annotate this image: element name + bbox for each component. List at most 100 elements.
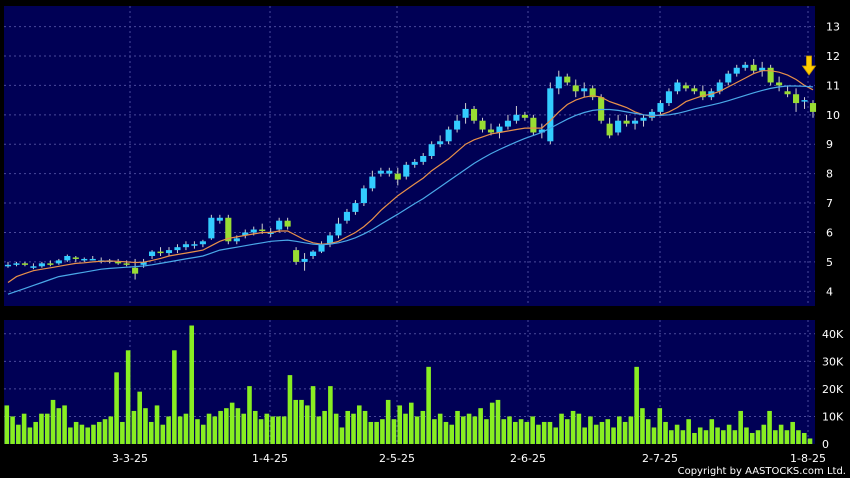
volume-bar [177, 416, 183, 444]
volume-bar [189, 325, 194, 444]
volume-bar [27, 427, 33, 444]
candle-body [55, 260, 62, 264]
candle-body [149, 251, 156, 256]
price-tick-label: 4 [826, 285, 833, 298]
candle-body [496, 126, 503, 133]
volume-bar [79, 424, 85, 444]
candle-body [140, 261, 147, 265]
volume-bar [518, 419, 524, 444]
volume-bar [790, 421, 795, 444]
candle-body [199, 241, 206, 245]
volume-bar [21, 413, 27, 444]
date-tick-label: 1-4-25 [252, 452, 288, 465]
volume-bar [4, 405, 10, 444]
candle-body [716, 82, 723, 92]
volume-bar [287, 375, 293, 444]
volume-bar [761, 424, 767, 444]
candle-body [742, 64, 749, 68]
volume-bar [703, 430, 709, 444]
volume-bar [362, 410, 368, 444]
candle-body [640, 117, 647, 121]
volume-bar [380, 419, 385, 444]
candle-body [72, 257, 79, 259]
volume-bar [721, 430, 726, 444]
volume-bar [56, 408, 62, 444]
date-tick-label: 2-7-25 [642, 452, 678, 465]
volume-bar [333, 413, 339, 444]
volume-bar [669, 430, 674, 444]
candle-body [487, 129, 495, 133]
volume-bar [374, 421, 379, 444]
volume-bar [709, 419, 715, 444]
volume-bar [120, 421, 125, 444]
candle-body [182, 244, 189, 248]
candle-body [174, 247, 181, 251]
volume-bar [114, 372, 119, 444]
volume-bar [131, 410, 137, 444]
volume-bar [414, 416, 420, 444]
volume-bar [166, 416, 171, 444]
candle-body [581, 88, 588, 92]
candle-body [225, 217, 232, 242]
volume-bar [466, 413, 472, 444]
candle-body [81, 258, 88, 261]
candle-body [38, 263, 45, 267]
candle-body [360, 188, 367, 204]
price-tick-label: 11 [826, 79, 840, 92]
price-panel: 4 5 6 7 8 9 10 11 12 13 [4, 6, 840, 306]
volume-bar [264, 413, 270, 444]
down-arrow-icon [801, 55, 817, 76]
price-tick-label: 12 [826, 50, 840, 63]
volume-bar [686, 419, 691, 444]
candle-body [547, 88, 554, 142]
volume-bar [235, 408, 241, 444]
volume-bar [368, 421, 374, 444]
volume-bar [657, 408, 663, 444]
date-tick-label: 2-5-25 [379, 452, 415, 465]
volume-bar [749, 432, 755, 444]
volume-bar [339, 427, 345, 444]
candle-body [632, 120, 639, 124]
volume-bar [588, 416, 593, 444]
candle-body [513, 114, 520, 121]
volume-bar [218, 410, 223, 444]
volume-bar [426, 366, 431, 444]
volume-bar [160, 424, 166, 444]
candle-body [377, 170, 384, 174]
volume-bar [409, 402, 414, 444]
volume-bar [154, 405, 160, 444]
volume-bar [507, 416, 512, 444]
candle-body [437, 141, 444, 145]
candle-body [674, 82, 681, 92]
copyright-text: Copyright by AASTOCKS.com Ltd. [678, 466, 846, 477]
candle-body [445, 129, 452, 142]
volume-bar [513, 421, 518, 444]
candle-body [462, 108, 469, 118]
volume-bar [16, 424, 21, 444]
price-tick-label: 7 [826, 197, 833, 210]
volume-bar [559, 413, 564, 444]
candle-body [759, 67, 766, 71]
volume-bar [732, 430, 738, 444]
volume-bar [478, 408, 483, 444]
candle-body [318, 244, 325, 252]
volume-bar [576, 413, 582, 444]
candle-body [64, 256, 71, 261]
volume-bar [420, 410, 426, 444]
volume-bar [461, 416, 466, 444]
volume-bar [310, 386, 316, 444]
volume-bar [322, 410, 327, 444]
volume-bar [726, 424, 732, 444]
candle-body [682, 85, 689, 89]
candle-body [793, 94, 800, 104]
candle-body [403, 164, 410, 177]
candle-body [750, 64, 757, 71]
volume-bar [530, 416, 535, 444]
volume-bar [547, 421, 553, 444]
volume-bar [449, 424, 455, 444]
volume-bar [628, 416, 634, 444]
volume-bar [85, 427, 90, 444]
candle-body [733, 67, 740, 74]
candle-body [369, 176, 376, 189]
volume-bar [403, 413, 408, 444]
